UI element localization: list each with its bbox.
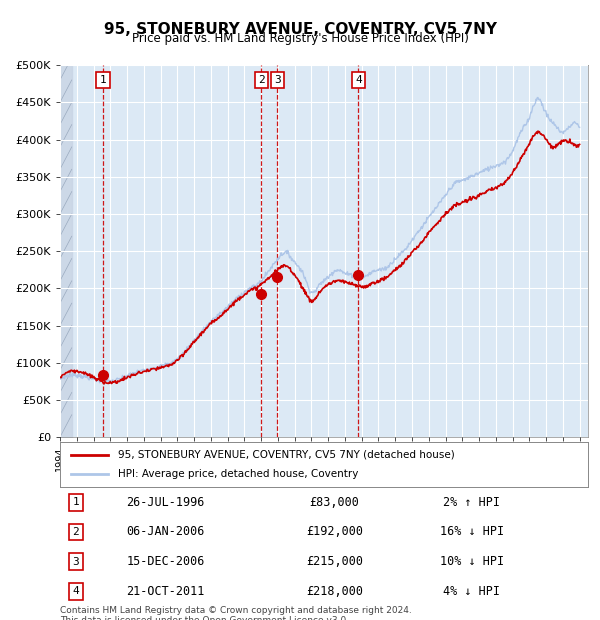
Text: £215,000: £215,000 bbox=[306, 556, 363, 568]
Text: 3: 3 bbox=[73, 557, 79, 567]
Text: 95, STONEBURY AVENUE, COVENTRY, CV5 7NY: 95, STONEBURY AVENUE, COVENTRY, CV5 7NY bbox=[104, 22, 497, 37]
Text: 2: 2 bbox=[73, 527, 79, 537]
Text: £192,000: £192,000 bbox=[306, 526, 363, 538]
Text: £218,000: £218,000 bbox=[306, 585, 363, 598]
Text: 10% ↓ HPI: 10% ↓ HPI bbox=[440, 556, 504, 568]
Text: 15-DEC-2006: 15-DEC-2006 bbox=[127, 556, 205, 568]
Text: 1: 1 bbox=[73, 497, 79, 507]
Text: 4: 4 bbox=[355, 75, 362, 85]
Text: 4: 4 bbox=[73, 587, 79, 596]
Text: 2% ↑ HPI: 2% ↑ HPI bbox=[443, 496, 500, 508]
Text: 4% ↓ HPI: 4% ↓ HPI bbox=[443, 585, 500, 598]
Text: 26-JUL-1996: 26-JUL-1996 bbox=[127, 496, 205, 508]
Text: HPI: Average price, detached house, Coventry: HPI: Average price, detached house, Cove… bbox=[118, 469, 358, 479]
Text: 95, STONEBURY AVENUE, COVENTRY, CV5 7NY (detached house): 95, STONEBURY AVENUE, COVENTRY, CV5 7NY … bbox=[118, 450, 455, 459]
Text: Price paid vs. HM Land Registry's House Price Index (HPI): Price paid vs. HM Land Registry's House … bbox=[131, 32, 469, 45]
Text: £83,000: £83,000 bbox=[310, 496, 359, 508]
Text: 2: 2 bbox=[258, 75, 265, 85]
Text: 06-JAN-2006: 06-JAN-2006 bbox=[127, 526, 205, 538]
Text: 21-OCT-2011: 21-OCT-2011 bbox=[127, 585, 205, 598]
Text: 16% ↓ HPI: 16% ↓ HPI bbox=[440, 526, 504, 538]
Text: 1: 1 bbox=[100, 75, 106, 85]
Text: 3: 3 bbox=[274, 75, 281, 85]
Text: Contains HM Land Registry data © Crown copyright and database right 2024.
This d: Contains HM Land Registry data © Crown c… bbox=[60, 606, 412, 620]
